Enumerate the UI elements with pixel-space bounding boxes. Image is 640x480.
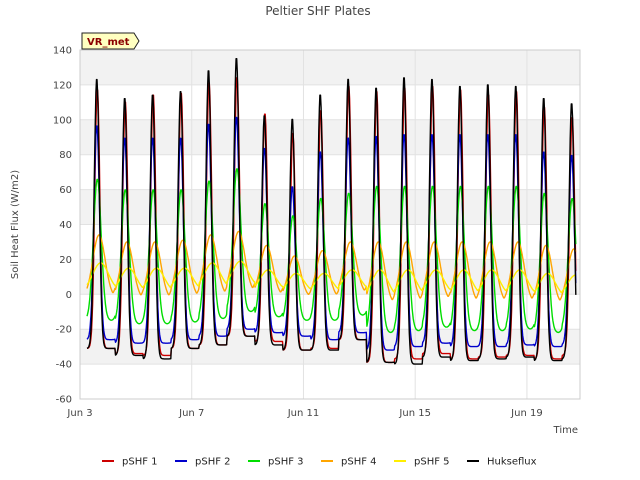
annotation-box <box>81 32 140 50</box>
x-tick-label: Jun 3 <box>66 408 92 419</box>
legend-label-pshf-5: pSHF 5 <box>414 457 450 468</box>
x-tick-label: Jun 11 <box>287 408 320 419</box>
x-tick-label: Jun 15 <box>398 408 431 419</box>
y-tick-label: -20 <box>56 325 72 336</box>
series-line-pshf-3 <box>86 168 577 334</box>
series-line-pshf-4 <box>86 230 577 301</box>
x-tick-label: Jun 19 <box>510 408 543 419</box>
legend-label-pshf-2: pSHF 2 <box>195 457 231 468</box>
plot-band <box>80 224 580 260</box>
series-line-pshf-2 <box>86 116 577 351</box>
plot-frame <box>79 49 581 400</box>
x-axis-title: Time <box>553 425 578 436</box>
x-axis-ticks: Jun 3 Jun 7 Jun 11 Jun 15 Jun 19 <box>66 408 542 419</box>
series-line-hukseflux <box>86 58 577 365</box>
x-tick-label: Jun 7 <box>178 408 204 419</box>
legend-label-hukseflux: Hukseflux <box>487 457 537 468</box>
plot-band <box>80 154 580 190</box>
legend-label-pshf-4: pSHF 4 <box>341 457 377 468</box>
plot-band <box>80 50 580 85</box>
plot-band <box>80 119 580 155</box>
legend-label-pshf-1: pSHF 1 <box>122 457 158 468</box>
series-line-pshf-5 <box>86 260 576 294</box>
y-tick-label: 40 <box>59 220 72 231</box>
plot-band <box>80 364 580 399</box>
y-tick-label: 60 <box>59 185 72 196</box>
y-tick-label: 120 <box>53 80 72 91</box>
legend-label-pshf-3: pSHF 3 <box>268 457 304 468</box>
y-axis-title: Soil Heat Flux (W/m2) <box>10 170 21 279</box>
y-tick-label: 140 <box>53 46 72 57</box>
y-tick-label: -60 <box>56 395 72 406</box>
series-group <box>86 58 577 365</box>
y-axis-ticks: -60 -40 -20 0 20 40 60 80 100 120 140 <box>53 46 72 406</box>
y-tick-label: 20 <box>59 255 72 266</box>
chart-title: Peltier SHF Plates <box>265 4 370 18</box>
y-tick-label: 80 <box>59 150 72 161</box>
y-tick-label: 100 <box>53 115 72 126</box>
y-tick-label: -40 <box>56 360 72 371</box>
annotation-text: VR_met <box>87 37 130 48</box>
legend: pSHF 1 pSHF 2 pSHF 3 pSHF 4 pSHF 5 Hukseflux <box>102 457 537 468</box>
annotation-label: VR_met <box>81 32 140 50</box>
y-tick-label: 0 <box>66 290 72 301</box>
plot-band <box>80 189 580 225</box>
plot-band <box>80 84 580 120</box>
